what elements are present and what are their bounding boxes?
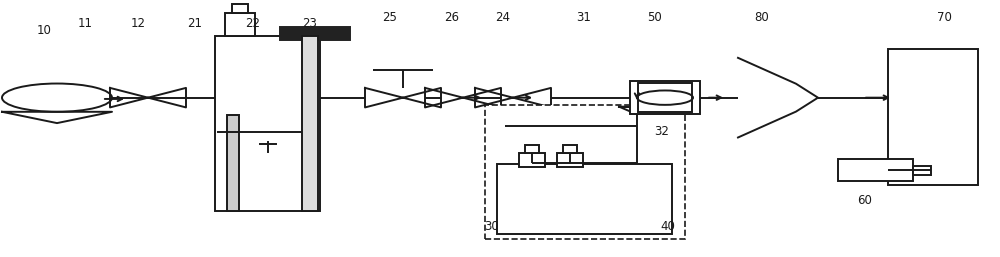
Text: 60: 60 [858, 194, 872, 207]
Text: 23: 23 [303, 17, 317, 30]
Text: 12: 12 [130, 17, 146, 30]
Bar [563, 145, 577, 153]
Text: 21: 21 [188, 17, 202, 30]
Text: 11: 11 [78, 17, 92, 30]
Bar [838, 159, 913, 181]
Bar [225, 13, 255, 36]
Text: 31: 31 [577, 12, 591, 24]
Text: 50: 50 [647, 12, 661, 24]
Bar [280, 27, 350, 40]
Bar [525, 145, 539, 153]
Bar [227, 115, 239, 211]
Bar [215, 36, 320, 211]
Text: 22: 22 [246, 17, 260, 30]
Text: 26: 26 [444, 12, 460, 24]
Text: 24: 24 [496, 12, 511, 24]
Bar [638, 83, 692, 112]
Bar [302, 36, 318, 211]
Bar [497, 164, 672, 234]
Bar [888, 49, 978, 185]
Bar [913, 166, 931, 175]
Bar [519, 153, 545, 167]
Text: 80: 80 [755, 12, 769, 24]
Bar [630, 81, 700, 114]
Text: 10: 10 [37, 24, 51, 37]
Bar [557, 153, 583, 167]
Text: 32: 32 [655, 125, 669, 137]
Bar [232, 4, 248, 13]
Text: 70: 70 [937, 12, 951, 24]
Text: 40: 40 [661, 220, 675, 233]
Bar [485, 105, 685, 239]
Text: 25: 25 [383, 12, 397, 24]
Text: 30: 30 [485, 220, 499, 233]
